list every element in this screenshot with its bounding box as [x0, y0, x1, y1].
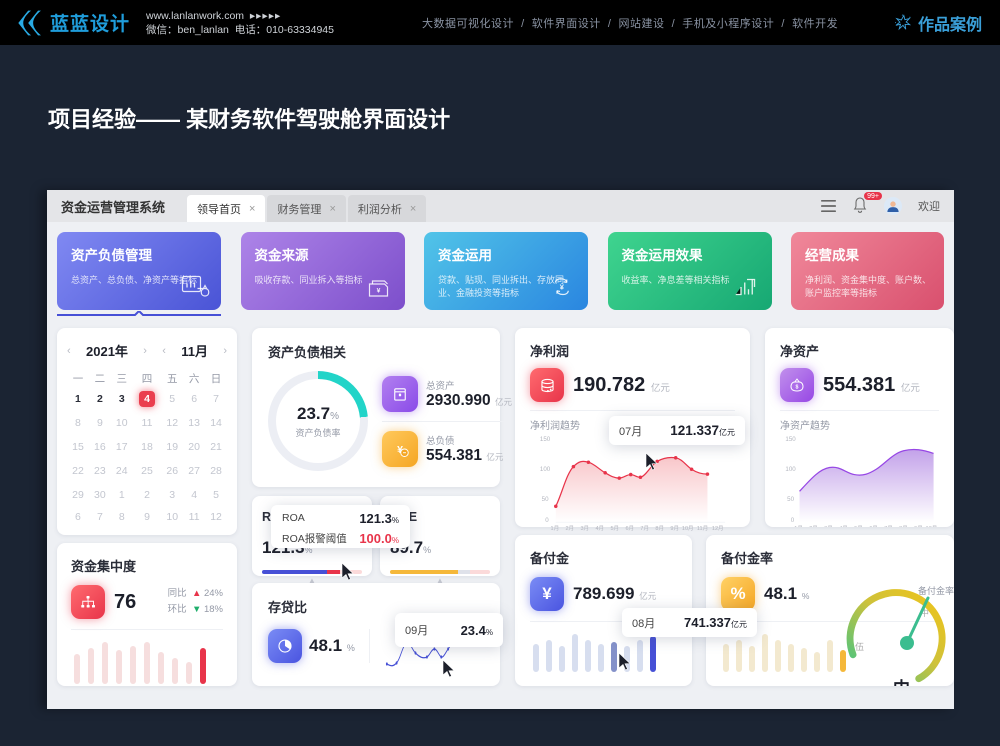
svg-text:9月: 9月: [914, 525, 923, 527]
svg-text:3月: 3月: [580, 525, 589, 532]
svg-text:2月: 2月: [809, 525, 818, 527]
svg-text:50: 50: [787, 496, 794, 503]
svg-text:5月: 5月: [854, 525, 863, 527]
svg-text:0: 0: [545, 517, 549, 524]
svg-text:8月: 8月: [655, 525, 664, 532]
svg-text:100: 100: [785, 466, 796, 473]
svg-text:50: 50: [542, 496, 549, 503]
svg-text:4月: 4月: [839, 525, 848, 527]
svg-text:3月: 3月: [824, 525, 833, 527]
svg-text:1月: 1月: [550, 525, 559, 532]
svg-text:10月: 10月: [926, 525, 938, 527]
svg-text:中: 中: [893, 678, 910, 686]
svg-text:150: 150: [785, 436, 796, 443]
svg-text:2月: 2月: [565, 525, 574, 532]
svg-text:伍: 伍: [855, 642, 864, 652]
svg-text:12月: 12月: [712, 525, 724, 532]
svg-text:150: 150: [540, 436, 551, 443]
svg-text:¥: ¥: [376, 287, 380, 294]
svg-text:1月: 1月: [794, 525, 803, 527]
svg-text:0: 0: [791, 517, 795, 524]
svg-text:11月: 11月: [697, 525, 708, 532]
svg-text:6月: 6月: [869, 525, 878, 527]
svg-text:4月: 4月: [595, 525, 604, 532]
svg-text:9月: 9月: [670, 525, 679, 532]
svg-text:100: 100: [540, 466, 551, 473]
svg-text:¥: ¥: [560, 282, 565, 291]
svg-text:7月: 7月: [884, 525, 893, 527]
svg-text:8月: 8月: [899, 525, 908, 527]
svg-text:10月: 10月: [682, 525, 694, 532]
svg-text:5月: 5月: [610, 525, 619, 532]
svg-text:7月: 7月: [640, 525, 649, 532]
svg-text:6月: 6月: [625, 525, 634, 532]
svg-text:$: $: [796, 384, 799, 390]
